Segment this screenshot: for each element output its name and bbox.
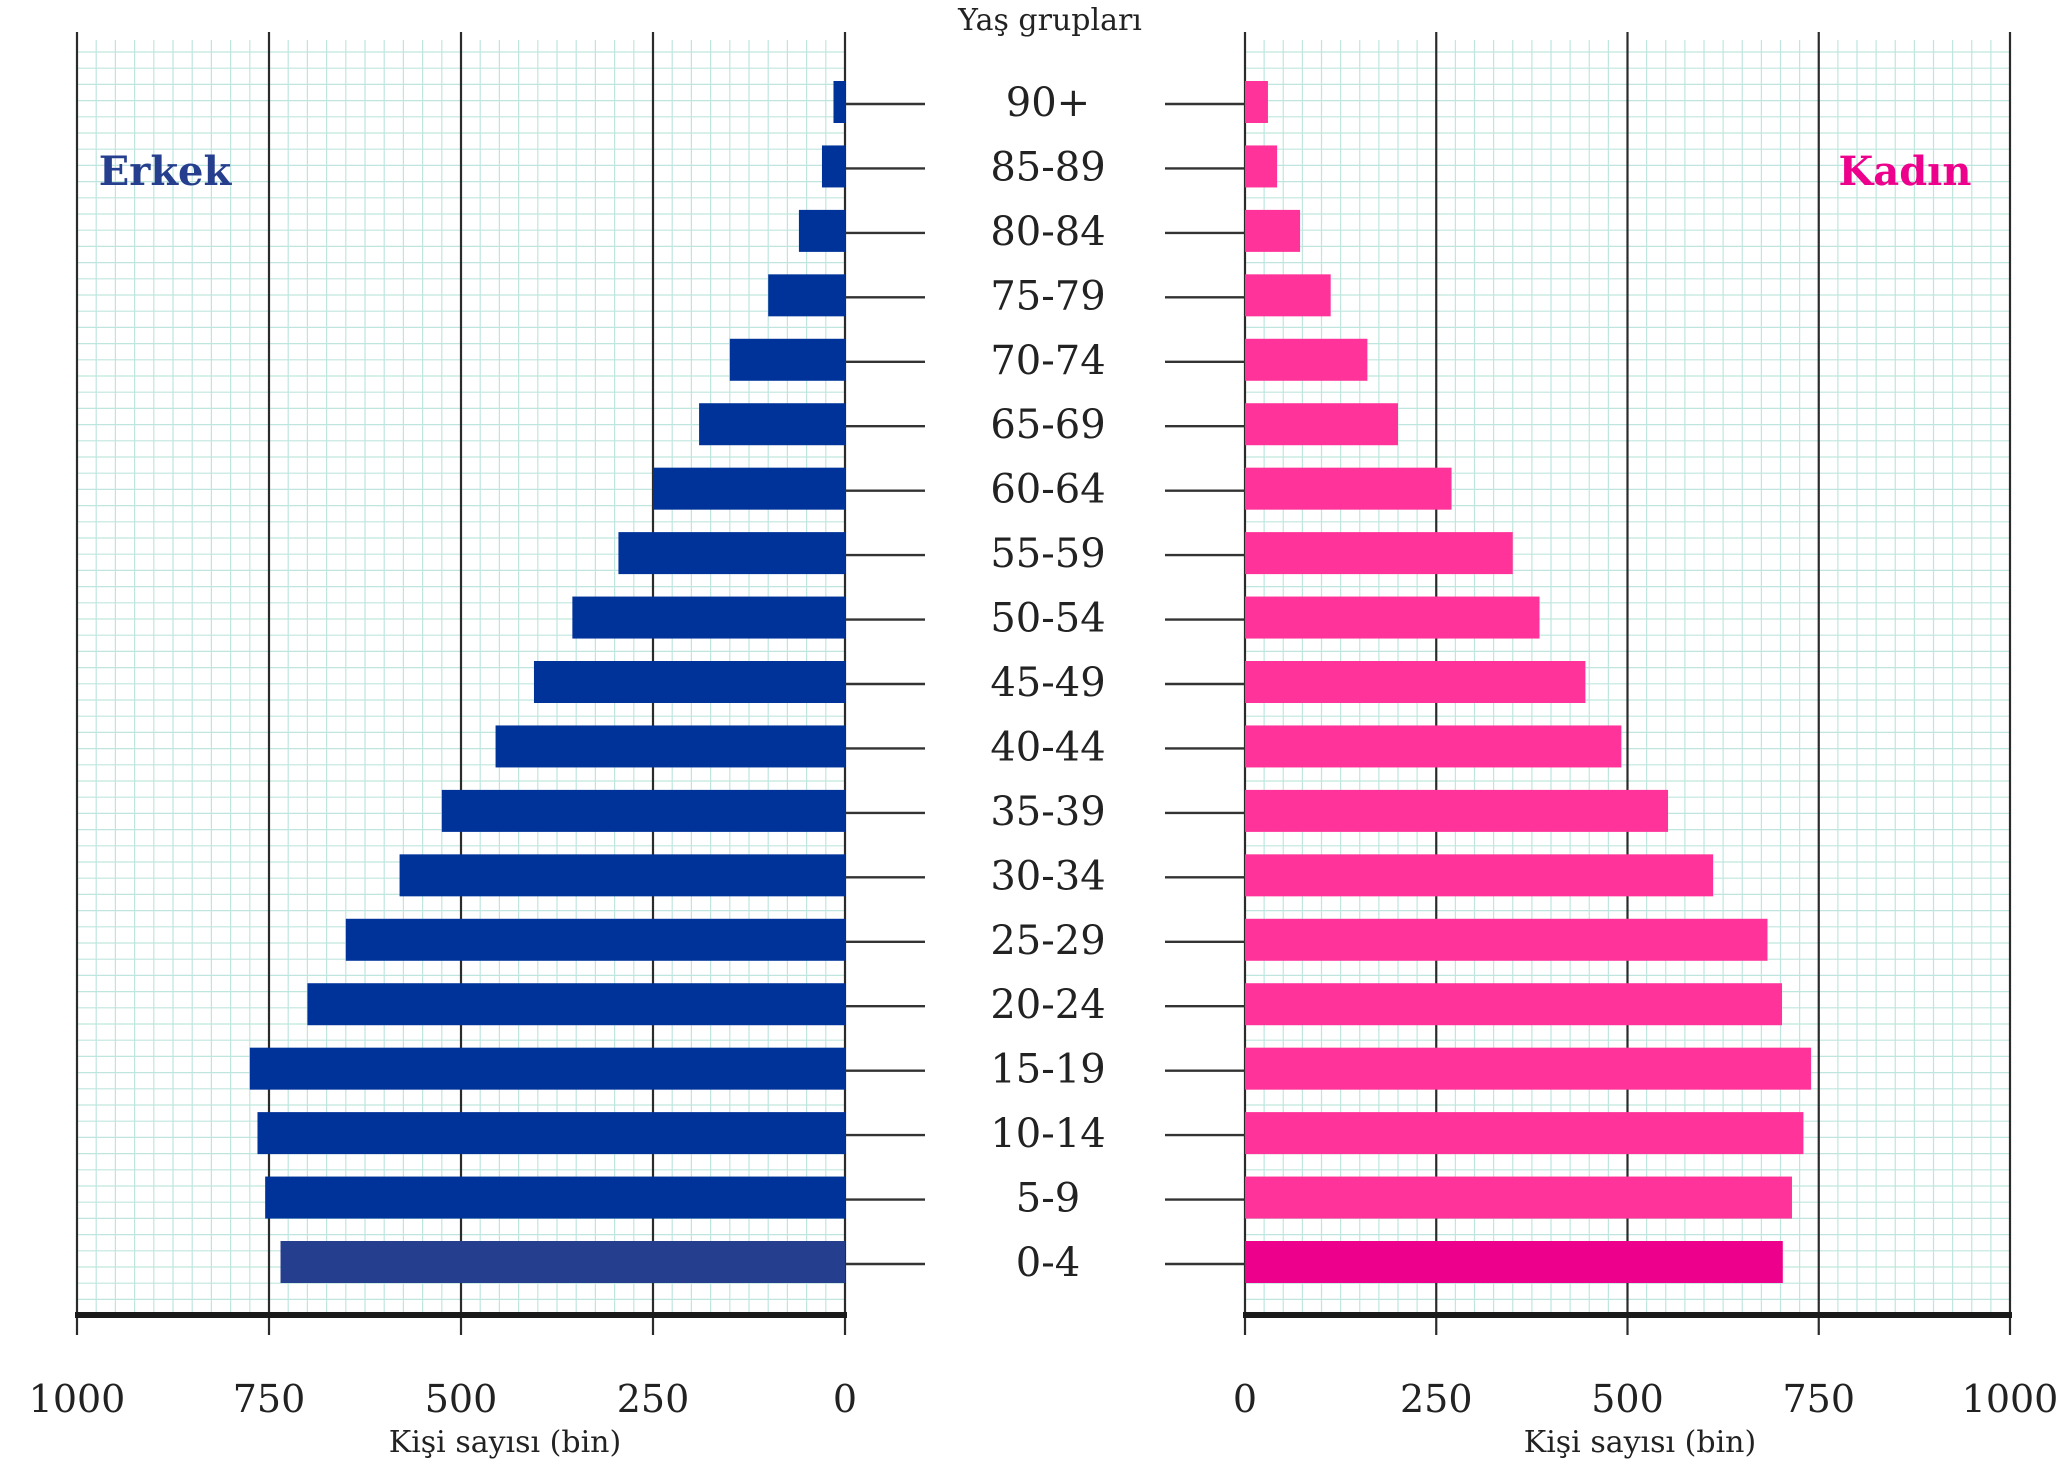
bar-male-35-39: [441, 789, 845, 832]
female-side-title: Kadın: [1839, 148, 1972, 195]
bar-female-80-84: [1245, 209, 1301, 252]
bar-female-0-4: [1245, 1241, 1783, 1283]
bar-male-30-34: [399, 854, 845, 897]
bar-male-0-4: [280, 1241, 845, 1283]
bar-male-15-19: [249, 1047, 846, 1090]
age-group-label: 80-84: [990, 209, 1105, 255]
center-title: Yaş grupları: [957, 3, 1142, 38]
bar-female-30-34: [1245, 854, 1714, 897]
age-group-label: 25-29: [990, 918, 1105, 964]
bar-female-70-74: [1245, 338, 1368, 381]
age-group-label: 85-89: [990, 144, 1105, 190]
x-tick-label-left: 500: [425, 1377, 498, 1421]
bar-male-45-49: [533, 661, 845, 703]
bar-male-5-9: [265, 1176, 845, 1219]
bars: [249, 81, 1812, 1283]
bar-male-85-89: [821, 145, 845, 188]
age-group-label: 15-19: [990, 1047, 1105, 1093]
male-side-title: Erkek: [99, 148, 233, 195]
bar-male-25-29: [345, 918, 845, 961]
bar-male-90+: [833, 81, 845, 123]
x-tick-label-left: 250: [617, 1377, 690, 1421]
age-group-label: 60-64: [990, 467, 1105, 513]
x-tick-label-right: 750: [1782, 1377, 1855, 1421]
bar-male-20-24: [307, 983, 845, 1026]
bar-male-80-84: [798, 209, 845, 252]
bar-female-55-59: [1245, 532, 1513, 575]
bar-male-70-74: [729, 338, 845, 381]
age-group-label: 40-44: [990, 724, 1105, 770]
bar-female-90+: [1245, 81, 1268, 123]
age-group-label: 70-74: [990, 338, 1105, 384]
bar-male-75-79: [768, 274, 845, 317]
bar-female-65-69: [1245, 403, 1398, 446]
x-tick-label-left: 1000: [29, 1377, 126, 1421]
x-tick-label-right: 0: [1233, 1377, 1257, 1421]
age-group-label: 35-39: [990, 789, 1105, 835]
x-tick-label-right: 250: [1400, 1377, 1473, 1421]
x-axis-title-left: Kişi sayısı (bin): [389, 1425, 621, 1460]
age-group-label: 5-9: [1016, 1176, 1080, 1222]
bar-female-85-89: [1245, 145, 1278, 188]
bar-female-45-49: [1245, 661, 1586, 703]
bar-male-55-59: [618, 532, 845, 575]
bar-female-5-9: [1245, 1176, 1792, 1219]
bar-male-10-14: [257, 1112, 846, 1155]
bar-female-20-24: [1245, 983, 1783, 1026]
bar-female-25-29: [1245, 918, 1768, 961]
age-group-label: 65-69: [990, 402, 1105, 448]
age-group-label: 50-54: [990, 596, 1105, 642]
age-group-label: 10-14: [990, 1111, 1105, 1157]
axes: 0 0 250 250 500 500 750 750 1000 1000: [29, 1312, 2059, 1421]
age-group-label: 30-34: [990, 853, 1105, 899]
age-group-label: 20-24: [990, 982, 1105, 1028]
age-group-label: 90+: [1006, 80, 1090, 126]
age-group-label: 55-59: [990, 531, 1105, 577]
age-group-label: 75-79: [990, 273, 1105, 319]
age-group-label: 0-4: [1016, 1240, 1080, 1286]
bar-male-50-54: [572, 596, 845, 639]
bar-male-65-69: [699, 403, 845, 446]
bar-female-15-19: [1245, 1047, 1812, 1090]
bar-female-40-44: [1245, 725, 1622, 768]
x-axis-title-right: Kişi sayısı (bin): [1524, 1425, 1756, 1460]
age-group-label: 45-49: [990, 660, 1105, 706]
bar-female-50-54: [1245, 596, 1540, 639]
age-labels: 90+ 85-89 80-84 75-79 70-74 65-69 60-64 55-59 50…: [845, 80, 1245, 1286]
bar-female-35-39: [1245, 789, 1669, 832]
bar-male-40-44: [495, 725, 845, 768]
bar-female-75-79: [1245, 274, 1331, 317]
x-tick-label-left: 750: [233, 1377, 306, 1421]
x-tick-label-left: 0: [833, 1377, 857, 1421]
bar-female-60-64: [1245, 467, 1452, 510]
x-tick-label-right: 500: [1591, 1377, 1664, 1421]
x-tick-label-right: 1000: [1962, 1377, 2059, 1421]
bar-male-60-64: [653, 467, 845, 510]
bar-female-10-14: [1245, 1112, 1804, 1155]
